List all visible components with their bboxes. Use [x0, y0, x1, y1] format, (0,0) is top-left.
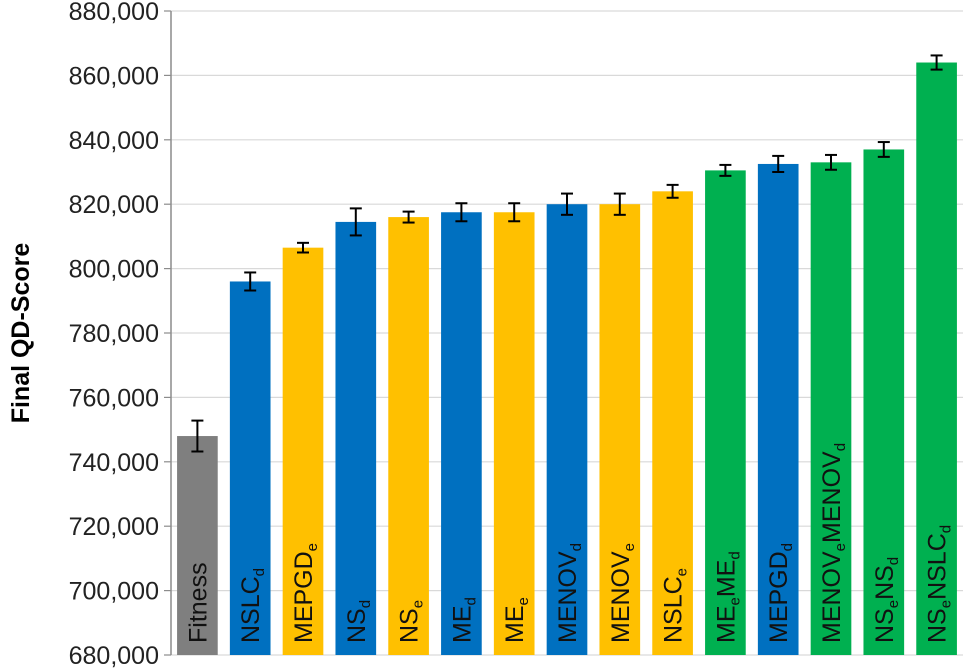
bar-label-text: NS: [924, 608, 952, 643]
y-tick-label: 800,000: [69, 256, 159, 284]
bar-label: MEPGDd: [765, 543, 796, 643]
bar-label-subscript: d: [462, 597, 479, 605]
bar-label-text: ME: [501, 606, 529, 644]
bar-label-text: NS: [396, 608, 424, 643]
error-bar: [772, 154, 785, 173]
bar: [757, 163, 799, 655]
bar: [388, 217, 429, 655]
bar: [441, 212, 482, 655]
bar-label-text: MEPGD: [765, 551, 793, 643]
bar-label-text: MENOV: [818, 551, 846, 643]
y-tick-label: 860,000: [69, 62, 159, 90]
y-tick-label: 780,000: [69, 320, 159, 348]
bar-label: NSd: [343, 600, 374, 643]
error-bar: [402, 210, 415, 224]
error-bar: [666, 183, 679, 199]
error-bar: [244, 271, 257, 292]
bar-label: NSLCe: [660, 568, 691, 643]
bar: [652, 191, 693, 655]
bar-label: NSLCd: [237, 568, 268, 643]
bar-label-subscript: d: [726, 551, 743, 559]
y-axis-label: Final QD-Score: [7, 243, 35, 424]
bar: [599, 204, 641, 655]
bar-label-subscript: e: [885, 600, 902, 608]
bar-label-text: NSLC: [660, 576, 688, 643]
bar: [335, 221, 377, 655]
error-bar: [561, 192, 573, 216]
bar-label: NSeNSLCd: [924, 525, 955, 643]
bar-label: NSeNSd: [871, 557, 902, 643]
bar-label-subscript: e: [621, 543, 638, 551]
bar-label-text: NS: [871, 608, 899, 643]
bar: [282, 247, 324, 656]
bar-label-subscript: e: [674, 568, 691, 576]
bar-label-subscript: e: [515, 597, 532, 605]
y-tick-label: 720,000: [69, 513, 159, 541]
bar-label-subscript: e: [938, 600, 955, 608]
bar: [916, 62, 957, 655]
bar-label-subscript: d: [832, 443, 849, 451]
bar: [863, 149, 905, 655]
bar-label-subscript: e: [726, 597, 743, 605]
bar: [546, 204, 588, 655]
error-bar: [455, 202, 468, 223]
y-axis-tick-labels: 680,000 700,000 720,000 740,000 760,000 780,0…: [69, 0, 171, 668]
bar-label-subscript: d: [251, 568, 268, 576]
y-tick-label: 880,000: [69, 0, 159, 26]
bar-label-subscript: d: [779, 543, 796, 551]
bar: [705, 170, 746, 655]
bar-label: MEeMEd: [712, 551, 743, 643]
error-bar: [825, 153, 837, 171]
bar-label-subscript: d: [357, 600, 374, 608]
y-tick-label: 840,000: [69, 127, 159, 155]
error-bar: [191, 419, 204, 453]
bar: [229, 281, 271, 655]
bar-label: MEPGDe: [290, 543, 321, 643]
bar-label-subscript: d: [568, 543, 585, 551]
bar-label: MENOVd: [554, 543, 585, 643]
error-bar: [349, 207, 362, 237]
y-tick-label: 760,000: [69, 384, 159, 412]
error-bar: [930, 54, 943, 71]
error-bars: [191, 54, 943, 453]
error-bar: [719, 163, 732, 177]
bar-label: MENOVeMENOVd: [818, 443, 849, 643]
bar-label-text: ME: [712, 560, 740, 598]
bar-label-text: NS: [871, 565, 899, 600]
bar-label: MENOVe: [607, 543, 638, 643]
bar-label: NSe: [396, 600, 427, 643]
y-tick-label: 820,000: [69, 191, 159, 219]
y-tick-label: 680,000: [69, 642, 159, 668]
bar-label-subscript: e: [832, 543, 849, 551]
bar-label: MEd: [448, 597, 479, 643]
bar-label-text: MENOV: [818, 451, 846, 543]
bar-label: Fitness: [184, 562, 212, 643]
bar-label-subscript: d: [938, 525, 955, 533]
bar-label-text: NSLC: [237, 576, 265, 643]
bar-label-text: ME: [448, 606, 476, 644]
bar-label-text: NSLC: [924, 533, 952, 600]
bar-label-text: MENOV: [554, 551, 582, 643]
y-tick-label: 700,000: [69, 578, 159, 606]
error-bar: [613, 192, 626, 216]
bar: [493, 212, 535, 655]
error-bar: [297, 241, 309, 254]
bar-label-subscript: e: [410, 600, 427, 608]
error-bar: [508, 202, 521, 223]
y-tick-label: 740,000: [69, 449, 159, 477]
bar: [177, 436, 218, 655]
bar-label-text: ME: [712, 606, 740, 644]
error-bar: [877, 141, 890, 158]
bar-label-subscript: d: [885, 557, 902, 565]
bar-label-text: MENOV: [607, 551, 635, 643]
bar-label-text: NS: [343, 608, 371, 643]
bar: [810, 162, 852, 655]
bar-label: MEe: [501, 597, 532, 643]
bar-label-text: Fitness: [184, 562, 212, 643]
bar-label-subscript: e: [304, 543, 321, 551]
bars: [177, 62, 957, 656]
bar-label-text: MEPGD: [290, 551, 318, 643]
